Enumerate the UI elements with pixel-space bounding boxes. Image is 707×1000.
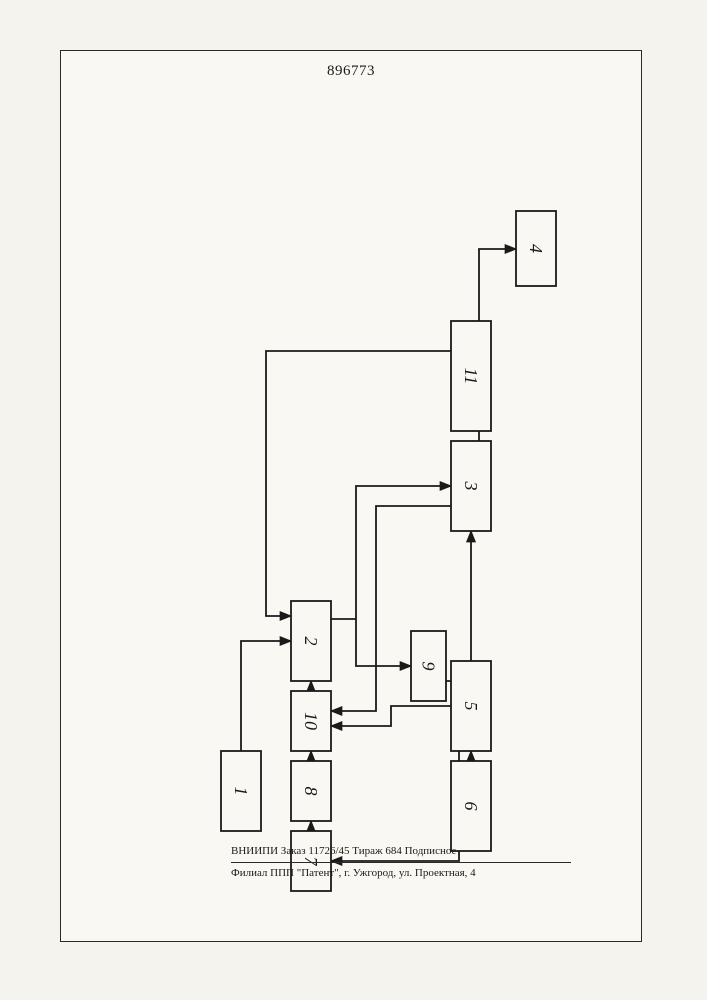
block-label-2: 2 xyxy=(301,637,321,646)
edge xyxy=(356,619,411,666)
block-label-6: 6 xyxy=(461,802,481,811)
block-label-5: 5 xyxy=(461,702,481,711)
edge xyxy=(266,351,451,616)
edge xyxy=(331,706,451,726)
footer-line-1: ВНИИПИ Заказ 11726/45 Тираж 684 Подписно… xyxy=(231,843,571,860)
block-label-3: 3 xyxy=(461,481,481,491)
block-label-10: 10 xyxy=(301,712,321,730)
footer-line-2: Филиал ППП "Патент", г. Ужгород, ул. Про… xyxy=(231,865,571,882)
block-label-8: 8 xyxy=(301,787,321,796)
page-frame: 896773 1210871135694 ВНИИПИ Заказ 11726/… xyxy=(60,50,642,942)
block-diagram: 1210871135694 xyxy=(61,51,641,941)
block-label-9: 9 xyxy=(419,662,439,671)
block-label-1: 1 xyxy=(231,787,251,796)
block-label-11: 11 xyxy=(461,368,481,385)
edge xyxy=(241,641,291,751)
footer-imprint: ВНИИПИ Заказ 11726/45 Тираж 684 Подписно… xyxy=(231,843,571,881)
block-label-4: 4 xyxy=(526,244,546,253)
footer-divider xyxy=(231,862,571,863)
